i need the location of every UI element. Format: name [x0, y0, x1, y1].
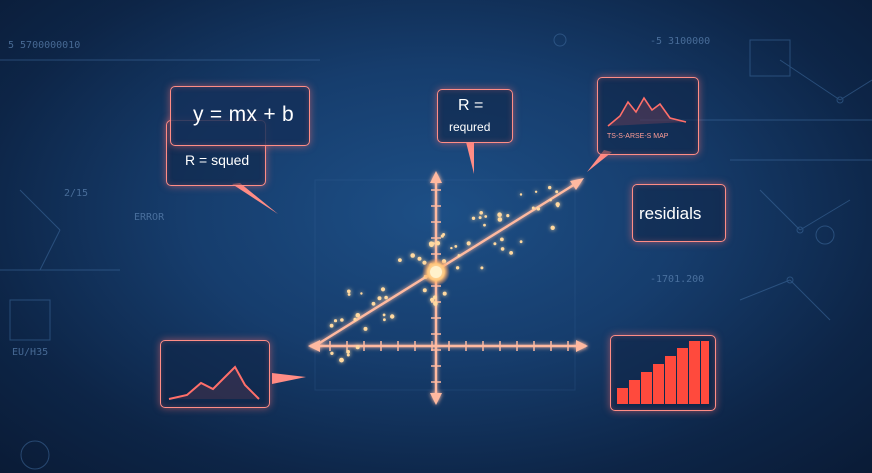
scatter-point — [340, 318, 344, 322]
scatter-point — [435, 241, 441, 246]
scatter-point — [346, 353, 350, 357]
scatter-point — [398, 258, 402, 262]
distribution-curve-icon — [607, 96, 687, 127]
scatter-point — [333, 319, 338, 323]
scatter-point — [410, 253, 416, 258]
scatter-point — [549, 199, 552, 202]
r-required-pointer — [466, 142, 474, 174]
scatter-point — [466, 241, 471, 246]
scatter-point — [428, 241, 434, 247]
scatter-point — [346, 349, 350, 354]
scatter-point — [493, 242, 497, 246]
bar-chart-box — [610, 335, 716, 411]
scatter-point — [531, 206, 535, 210]
scatter-point — [556, 204, 560, 208]
background-text: -1701.200 — [650, 274, 705, 285]
scatter-point — [422, 288, 427, 293]
scatter-point — [355, 313, 361, 318]
regression-line — [317, 179, 581, 346]
scatter-point — [339, 357, 344, 363]
scatter-point — [471, 216, 476, 220]
scatter-point — [550, 225, 555, 230]
centroid-point — [430, 266, 442, 278]
scatter-point — [442, 291, 447, 296]
scatter-point — [457, 254, 461, 257]
scatter-point — [382, 313, 386, 317]
scatter-point — [519, 193, 523, 196]
scatter-point — [380, 287, 386, 292]
scatter-point — [455, 266, 460, 270]
curve-box — [160, 340, 270, 408]
scatter-point — [363, 326, 368, 331]
scatter-point — [430, 297, 435, 302]
scatter-point — [355, 345, 360, 350]
r-required-box: R = requred — [437, 89, 513, 143]
scatter-point — [484, 215, 488, 218]
background-text: 5 5700000010 — [8, 40, 81, 51]
y-axis-arrow-top — [430, 171, 442, 183]
scatter-point — [500, 247, 505, 251]
scatter-point — [347, 289, 351, 294]
scatter-point — [371, 301, 376, 306]
distribution-chart-box: TS-S-ARSE-S MAP — [597, 77, 699, 155]
scatter-point — [480, 266, 484, 270]
scatter-point — [483, 223, 486, 227]
background-text: EU/H35 — [12, 347, 49, 358]
scatter-point — [500, 237, 504, 242]
scatter-point — [390, 314, 395, 319]
scatter-point — [353, 317, 357, 322]
scatter-point — [519, 240, 523, 244]
scatter-point — [536, 207, 541, 211]
scatter-point — [454, 245, 458, 248]
bar-chart-icon — [617, 341, 709, 404]
equation-pointer — [232, 183, 278, 214]
y-axis-arrow-bottom — [430, 393, 442, 405]
scatter-point — [479, 211, 484, 215]
caption-pointer — [587, 150, 612, 172]
background-text: 2/15 — [64, 188, 89, 199]
scatter-point — [555, 190, 559, 194]
scatter-point — [330, 351, 334, 355]
scatter-point — [417, 256, 422, 261]
x-axis-arrow-right — [576, 340, 588, 352]
residuals-box: residials — [632, 184, 726, 242]
scatter-point — [433, 301, 438, 306]
scatter-point — [433, 295, 437, 300]
scatter-point — [347, 293, 351, 296]
curve-box-pointer — [272, 373, 306, 384]
scatter-point — [497, 212, 502, 217]
scatter-point — [450, 246, 453, 250]
scatter-point — [383, 318, 386, 322]
background-text: ERROR — [134, 212, 165, 223]
scatter-point — [329, 323, 334, 328]
background-text: -5 3100000 — [650, 36, 711, 47]
scatter-point — [440, 234, 444, 238]
equation-label: y = mx + b — [193, 103, 295, 126]
r-required-line1: R = — [458, 97, 484, 114]
scatter-point — [509, 251, 513, 255]
chart-caption: TS-S-ARSE-S MAP — [607, 133, 669, 140]
scatter-point — [384, 295, 388, 300]
r-required-line2: requred — [449, 120, 491, 134]
scatter-point — [548, 185, 552, 190]
scatter-point — [534, 190, 538, 193]
residuals-label: residials — [639, 204, 702, 223]
scatter-point — [497, 217, 503, 222]
scatter-point — [506, 214, 510, 218]
scatter-point — [377, 296, 382, 301]
distribution-curve-icon — [168, 365, 260, 400]
scatter-point — [478, 216, 482, 220]
equation-box: y = mx + b — [170, 86, 310, 146]
scatter-point — [360, 292, 363, 295]
regression-arrow — [570, 178, 584, 190]
x-axis-arrow-left — [308, 340, 320, 352]
r-squared-label: R = squed — [185, 152, 250, 168]
